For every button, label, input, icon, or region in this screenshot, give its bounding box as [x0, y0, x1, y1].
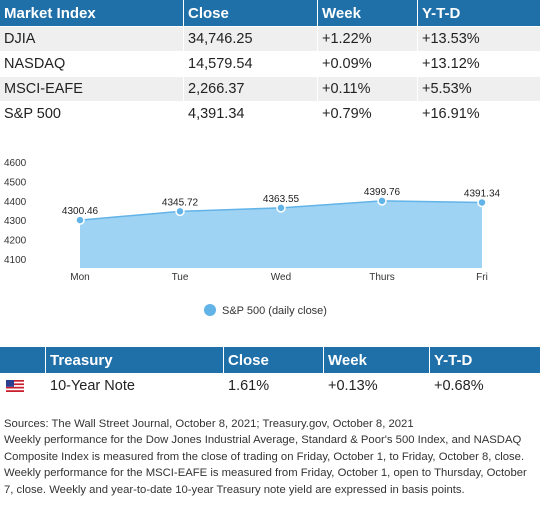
index-ytd: +16.91%: [418, 101, 540, 126]
treasury-close: 1.61%: [224, 373, 324, 398]
y-tick-label: 4200: [4, 236, 27, 247]
index-ytd: +13.53%: [418, 26, 540, 51]
legend-label: S&P 500 (daily close): [222, 305, 327, 317]
index-close: 14,579.54: [184, 51, 318, 76]
index-week: +0.09%: [318, 51, 418, 76]
data-label: 4363.55: [263, 194, 300, 205]
data-point: [377, 196, 387, 206]
header-week: Week: [318, 0, 418, 26]
data-label: 4345.72: [162, 197, 199, 208]
area-fill: [80, 200, 482, 268]
index-name: NASDAQ: [0, 51, 184, 76]
y-tick-label: 4400: [4, 197, 27, 208]
x-axis: Mon Tue Wed Thurs Fri: [70, 272, 488, 283]
market-header-row: Market Index Close Week Y-T-D: [0, 0, 540, 26]
header-close: Close: [224, 347, 324, 373]
table-row: DJIA 34,746.25 +1.22% +13.53%: [0, 26, 540, 51]
methodology-note: Weekly performance for the Dow Jones Ind…: [4, 434, 527, 496]
index-week: +0.11%: [318, 76, 418, 101]
index-close: 34,746.25: [184, 26, 318, 51]
y-tick-label: 4100: [4, 255, 27, 266]
index-ytd: +5.53%: [418, 76, 540, 101]
data-points: 4300.46 4345.72 4363.55 4399.76 4391.34: [62, 187, 501, 225]
index-name: MSCI-EAFE: [0, 76, 184, 101]
index-ytd: +13.12%: [418, 51, 540, 76]
header-week: Week: [324, 347, 430, 373]
legend-marker: [204, 304, 216, 316]
treasury-week: +0.13%: [324, 373, 430, 398]
header-close: Close: [184, 0, 318, 26]
data-point: [477, 197, 487, 208]
table-row: S&P 500 4,391.34 +0.79% +16.91%: [0, 101, 540, 126]
index-week: +1.22%: [318, 26, 418, 51]
y-tick-label: 4600: [4, 158, 27, 169]
x-tick-label: Fri: [476, 272, 488, 283]
table-row: NASDAQ 14,579.54 +0.09% +13.12%: [0, 51, 540, 76]
market-index-table: Market Index Close Week Y-T-D DJIA 34,74…: [0, 0, 540, 126]
y-axis: 4600 4500 4400 4300 4200 4100: [4, 158, 27, 266]
y-tick-label: 4500: [4, 177, 27, 188]
data-point: [276, 203, 286, 213]
index-close: 4,391.34: [184, 101, 318, 126]
index-close: 2,266.37: [184, 76, 318, 101]
data-point: [175, 206, 185, 217]
header-ytd: Y-T-D: [430, 347, 540, 373]
header-ytd: Y-T-D: [418, 0, 540, 26]
flag-cell: [0, 373, 46, 398]
x-tick-label: Mon: [70, 272, 89, 283]
chart-legend: S&P 500 (daily close): [204, 304, 327, 317]
header-treasury: Treasury: [46, 347, 224, 373]
treasury-name: 10-Year Note: [46, 373, 224, 398]
x-tick-label: Tue: [172, 272, 189, 283]
y-tick-label: 4300: [4, 216, 27, 227]
index-week: +0.79%: [318, 101, 418, 126]
table-row: MSCI-EAFE 2,266.37 +0.11% +5.53%: [0, 76, 540, 101]
treasury-ytd: +0.68%: [430, 373, 540, 398]
treasury-header-row: Treasury Close Week Y-T-D: [0, 347, 540, 373]
x-tick-label: Wed: [271, 272, 291, 283]
data-point: [75, 215, 85, 225]
index-name: S&P 500: [0, 101, 184, 126]
index-name: DJIA: [0, 26, 184, 51]
data-label: 4399.76: [364, 187, 401, 198]
data-label: 4391.34: [464, 188, 501, 199]
header-flag-cell: [0, 347, 46, 373]
x-tick-label: Thurs: [369, 272, 395, 283]
data-label: 4300.46: [62, 206, 99, 217]
sources-note: Sources: The Wall Street Journal, Octobe…: [4, 418, 414, 430]
us-flag-icon: [6, 380, 24, 393]
table-row: 10-Year Note 1.61% +0.13% +0.68%: [0, 373, 540, 398]
header-market-index: Market Index: [0, 0, 184, 26]
treasury-table: Treasury Close Week Y-T-D 10-Year Note 1…: [0, 347, 540, 398]
footnotes: Sources: The Wall Street Journal, Octobe…: [4, 416, 536, 498]
